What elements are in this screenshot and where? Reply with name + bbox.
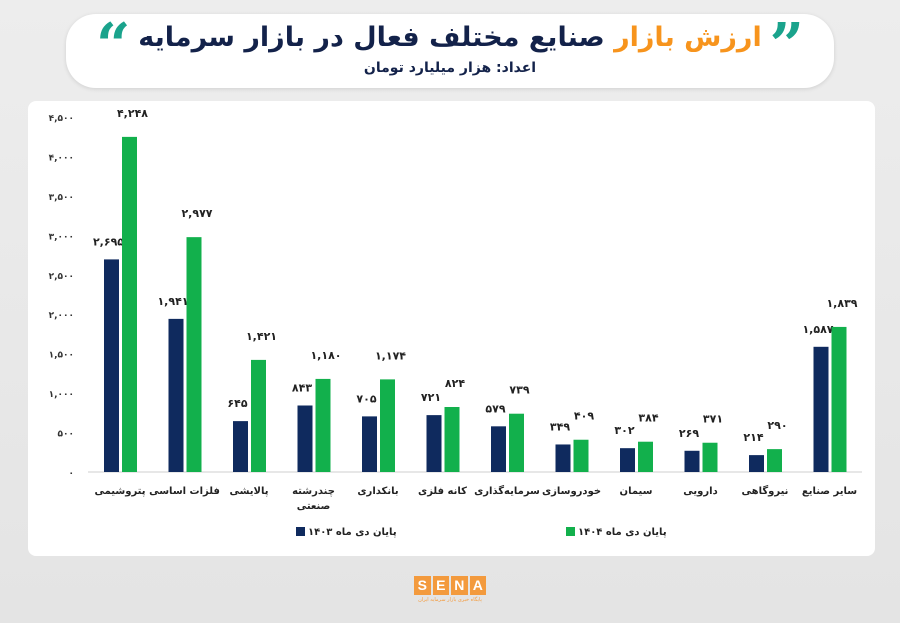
data-label: ۷۲۱ [421,391,441,404]
category-label: نیروگاهی [742,484,789,497]
y-tick-label: ۲,۵۰۰ [49,272,74,282]
bar-1404 [702,442,718,472]
data-label: ۳۸۴ [638,412,658,425]
bar-1404 [638,441,653,472]
data-label: ۲۹۰ [767,419,787,432]
category-label: فلزات اساسی [149,486,220,497]
logo-letter: S [414,576,431,595]
data-label: ۳۷۱ [703,413,723,426]
category-label: سیمان [620,486,653,497]
bar-1404 [831,326,847,472]
data-label: ۱,۵۸۷ [802,323,833,336]
logo-tagline: پایگاه خبری بازار سرمایه ایران [418,597,482,603]
y-tick-label: ۴,۰۰۰ [49,153,74,163]
bar-1403 [813,346,829,472]
category-label: خودروسازی [542,486,601,497]
bar-1403 [362,416,377,472]
data-label: ۱,۱۸۰ [310,349,341,362]
category-label: چندرشته [292,486,335,497]
bar-1403 [749,455,764,472]
bar-1404 [767,449,782,472]
data-label: ۱,۴۲۱ [246,330,277,343]
category-label: بانکداری [357,486,398,497]
category-label: پتروشیمی [94,486,145,497]
bar-1403 [426,415,442,472]
bar-1404 [573,439,589,472]
data-label: ۴,۲۴۸ [117,107,148,120]
bar-1403 [491,426,506,472]
y-tick-label: ۱,۰۰۰ [49,390,74,400]
title-rest: صنایع مختلف فعال در بازار سرمایه [138,22,615,53]
y-tick-label: ۳,۰۰۰ [49,232,74,242]
bar-1404 [315,378,331,472]
data-label: ۸۲۴ [445,377,465,390]
data-label: ۱,۹۴۱ [157,295,188,308]
bar-1404 [380,379,395,472]
title-accent: ارزش بازار [614,22,762,53]
y-tick-label: ۵۰۰ [58,430,74,440]
data-label: ۴۰۹ [574,410,594,423]
y-tick-label: ۴,۵۰۰ [49,114,74,124]
legend-label: پایان دی ماه ۱۴۰۳ [308,527,397,538]
data-label: ۲۶۹ [679,427,699,440]
logo-letter: A [469,576,486,595]
data-label: ۲۱۴ [743,431,763,444]
subtitle: اعداد: هزار میلیارد تومان [363,60,537,76]
bar-1404 [251,359,266,472]
legend-swatch [566,527,575,536]
bar-1403 [620,448,635,472]
bar-1404 [444,406,460,472]
quote-open-icon: “ [96,11,131,81]
y-tick-label: ۱,۵۰۰ [49,351,74,361]
data-label: ۳۴۹ [550,420,570,433]
category-label: کانه فلزی [418,486,467,497]
data-label: ۲,۶۹۵ [93,235,124,248]
header: “ ارزش بازار صنایع مختلف فعال در بازار س… [66,14,834,88]
category-label: سایر صنایع [802,486,857,497]
quote-close-icon: ” [769,11,804,81]
y-tick-label: ۳,۵۰۰ [49,193,74,203]
category-label: پالایشی [229,486,268,497]
data-label: ۶۴۵ [227,397,247,410]
legend-label: پایان دی ماه ۱۴۰۴ [578,527,667,538]
data-label: ۵۷۹ [485,402,505,415]
logo-letter: E [432,576,449,595]
data-label: ۷۳۹ [509,384,529,397]
data-label: ۷۰۵ [356,392,376,405]
data-label: ۲,۹۷۷ [181,207,212,220]
bar-1403 [555,444,571,472]
legend-swatch [296,527,305,536]
y-tick-label: ۲,۰۰۰ [49,311,74,321]
bar-1404 [509,413,524,472]
bar-1403 [168,318,184,472]
category-label: دارویی [683,486,717,497]
category-label: سرمایه‌گذاری [474,484,540,497]
bar-1403 [684,450,700,472]
data-label: ۱,۱۷۴ [375,349,406,362]
logo-letter: N [451,576,468,595]
bar-1404 [122,136,137,472]
page-title: ارزش بازار صنایع مختلف فعال در بازار سرم… [66,22,834,53]
bar-1404 [186,237,202,472]
bar-1403 [104,259,119,472]
data-label: ۱,۸۳۹ [826,297,857,310]
y-tick-label: ۰ [69,469,75,479]
bar-1403 [297,405,313,472]
category-label: صنعتی [297,501,331,512]
bar-1403 [233,421,248,472]
data-label: ۳۰۲ [614,424,634,437]
data-label: ۸۴۳ [292,381,312,394]
